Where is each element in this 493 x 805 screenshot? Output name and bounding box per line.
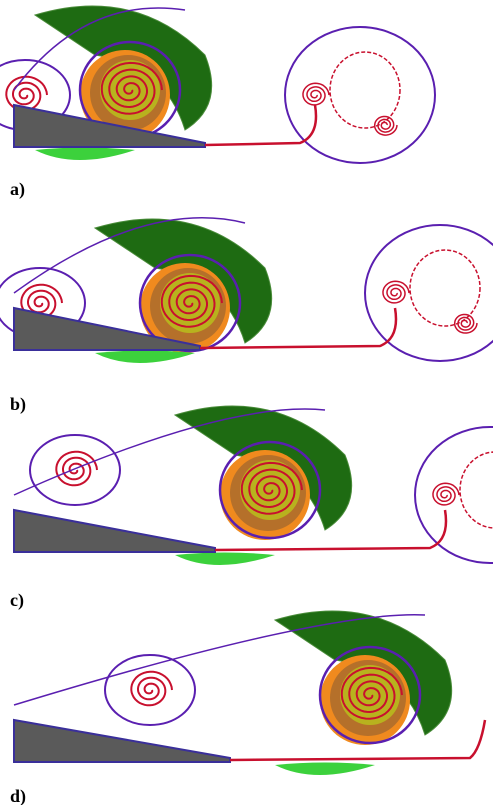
figure: a) b) c) d) (0, 0, 493, 805)
wake-line (205, 105, 316, 145)
vortex-core (460, 452, 493, 528)
vortex-core (410, 250, 480, 326)
vortex-spiral (303, 83, 329, 105)
panel-label: b) (10, 394, 26, 415)
panel (14, 611, 485, 775)
vortex-core (330, 52, 400, 128)
panel (14, 406, 493, 565)
green-lobe (95, 351, 195, 364)
vortex-outline (415, 427, 493, 563)
vortex-spiral (433, 483, 459, 505)
vortex-outline (30, 435, 120, 505)
panel-label: a) (10, 179, 25, 200)
vortex-spiral (6, 77, 47, 111)
plate (14, 510, 215, 552)
green-lobe (35, 148, 135, 161)
green-lobe (275, 763, 375, 776)
vortex-spiral (455, 315, 477, 334)
panel-label: c) (10, 590, 24, 611)
vortex-spiral (375, 117, 397, 136)
green-lobe (175, 553, 275, 566)
panel-label: d) (10, 786, 26, 805)
vortex-spiral (383, 281, 409, 303)
plate (14, 720, 230, 762)
panel (0, 6, 435, 163)
vortex-spiral (131, 672, 172, 706)
vortex-outline (365, 225, 493, 361)
panel (0, 218, 493, 363)
